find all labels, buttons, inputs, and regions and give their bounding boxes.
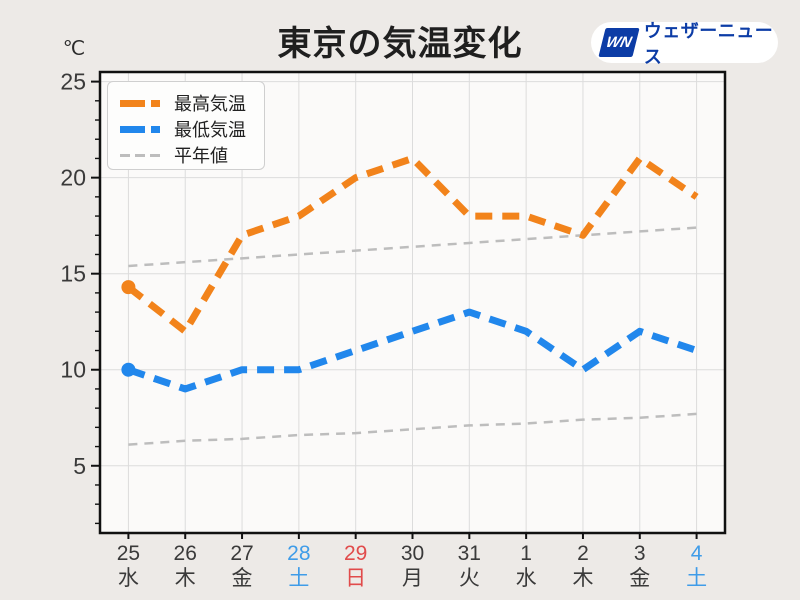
normal-dash-icon bbox=[120, 153, 166, 157]
x-tick-label-day: 30 bbox=[401, 542, 424, 565]
legend-label-normal: 平年値 bbox=[174, 146, 228, 166]
legend-item-normal: 平年値 bbox=[120, 142, 264, 168]
x-tick-label-day: 2 bbox=[577, 542, 589, 565]
legend-item-min-temp: 最低気温 bbox=[120, 116, 264, 142]
min-temp-dash-icon bbox=[120, 125, 166, 133]
x-tick-label-weekday: 土 bbox=[288, 567, 309, 590]
x-tick-label-weekday: 金 bbox=[629, 567, 650, 590]
first-point-marker bbox=[121, 362, 136, 377]
y-tick-label: 5 bbox=[73, 453, 86, 479]
legend-label-min-temp: 最低気温 bbox=[174, 120, 246, 140]
y-tick-label: 15 bbox=[60, 261, 86, 287]
x-tick-label-day: 1 bbox=[520, 542, 532, 565]
x-tick-label-weekday: 火 bbox=[459, 567, 480, 590]
x-tick-label-day: 27 bbox=[230, 542, 253, 565]
series-line-max-temp bbox=[126, 154, 699, 335]
x-tick-label-day: 25 bbox=[117, 542, 140, 565]
x-tick-label-weekday: 月 bbox=[402, 567, 423, 590]
x-tick-label-day: 29 bbox=[344, 542, 367, 565]
legend-item-max-temp: 最高気温 bbox=[120, 90, 264, 116]
weathernews-logo-text: ウェザーニュース bbox=[643, 20, 774, 67]
x-tick-label-weekday: 土 bbox=[686, 567, 707, 590]
max-temp-dash-icon bbox=[120, 99, 166, 107]
weathernews-logo: WN ウェザーニュース bbox=[591, 21, 778, 67]
x-tick-label-weekday: 水 bbox=[118, 567, 139, 590]
x-tick-label-day: 3 bbox=[634, 542, 646, 565]
y-tick-label: 25 bbox=[60, 69, 86, 95]
x-tick-label-weekday: 金 bbox=[232, 567, 253, 590]
x-tick-label-weekday: 木 bbox=[175, 567, 196, 590]
x-tick-label-weekday: 水 bbox=[516, 567, 537, 590]
x-tick-label-day: 26 bbox=[174, 542, 197, 565]
x-tick-label-weekday: 日 bbox=[345, 567, 366, 590]
legend-label-max-temp: 最高気温 bbox=[174, 94, 246, 114]
y-tick-label: 20 bbox=[60, 165, 86, 191]
x-tick-label-day: 31 bbox=[458, 542, 481, 565]
x-tick-label-day: 4 bbox=[691, 542, 703, 565]
x-tick-label-weekday: 木 bbox=[572, 567, 593, 590]
y-axis-unit-label: ℃ bbox=[62, 38, 86, 60]
y-tick-label: 10 bbox=[60, 357, 86, 383]
x-tick-label-day: 28 bbox=[287, 542, 310, 565]
chart-legend: 最高気温 最低気温 平年値 bbox=[107, 81, 265, 170]
first-point-marker bbox=[121, 280, 136, 295]
page-title: 東京の気温変化 bbox=[277, 25, 523, 63]
